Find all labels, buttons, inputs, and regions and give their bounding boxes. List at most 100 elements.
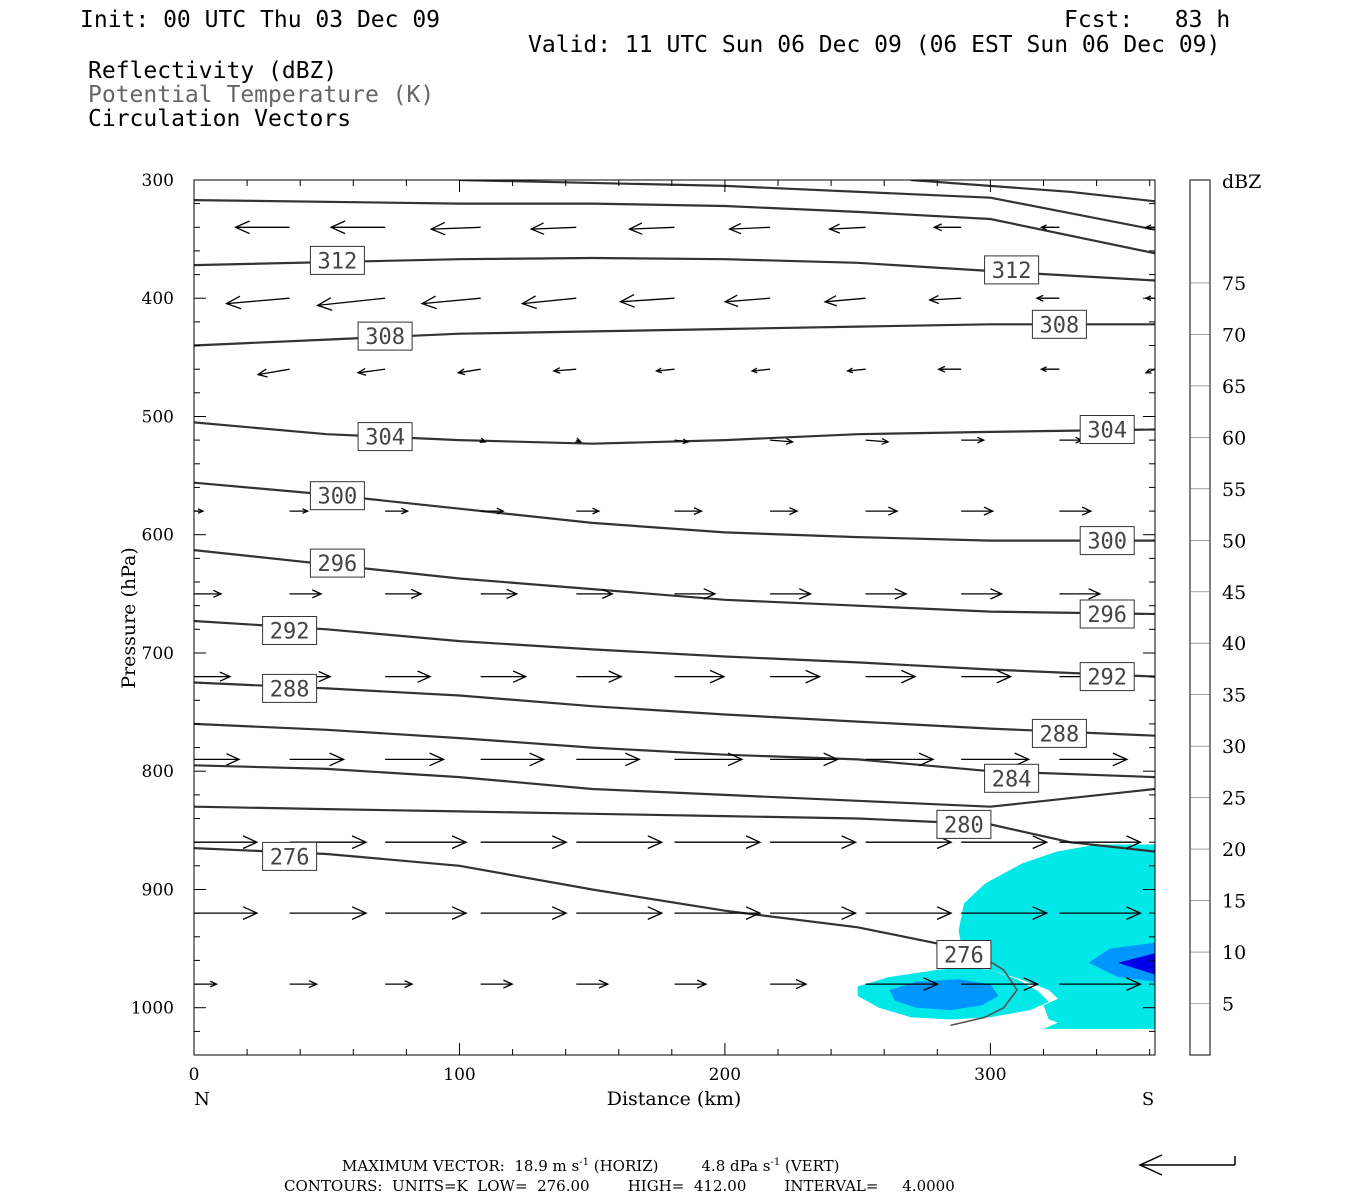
colorbar-level-label: 30: [1222, 736, 1246, 758]
theta-label-box: [936, 940, 992, 969]
vector-head: [1191, 670, 1205, 683]
vector-head: [318, 670, 332, 683]
vector-0-5: [627, 222, 675, 235]
vector-8-8: [961, 835, 1049, 850]
vector-8-10: [1155, 836, 1232, 849]
vector-head: [429, 752, 446, 767]
vector-head: [234, 220, 250, 235]
theta-label-text: 308: [1040, 313, 1080, 338]
vector-head: [1081, 506, 1093, 516]
theta-label-text: 296: [1087, 603, 1127, 628]
forecast-hour: Fcst: 83 h: [1064, 7, 1231, 33]
vector-5-2: [385, 588, 423, 599]
vector-4-6: [770, 507, 799, 516]
vector-head: [256, 368, 268, 378]
vector-head: [551, 835, 568, 850]
vector-8-2: [385, 835, 468, 850]
vector-head: [496, 507, 505, 515]
theta-contour-284: [194, 764, 1155, 808]
max-vector-mid: (HORIZ) 4.8 dPa s: [588, 1157, 771, 1175]
vector-9-5: [674, 906, 762, 920]
colorbar-level-label: 50: [1222, 530, 1246, 552]
vector-7-9: [1059, 752, 1129, 767]
colorbar-frame: [1189, 179, 1211, 1056]
vector-head: [647, 835, 664, 850]
theta-label-11: 292: [1079, 662, 1135, 692]
theta-label-box: [309, 245, 365, 275]
vector-10-5: [674, 979, 708, 989]
vector-head: [1112, 752, 1129, 767]
vector-2-0: [194, 369, 195, 370]
vector-2-7: [846, 367, 866, 374]
vector-shaft: [458, 368, 481, 374]
theta-label-box: [357, 422, 413, 452]
theta-label-text: 288: [270, 677, 310, 702]
vector-2-4: [552, 367, 577, 374]
colorbar-level-label: 10: [1222, 942, 1246, 964]
vector-10-2: [385, 980, 414, 989]
vector-1-3: [420, 295, 481, 310]
vector-1-6: [723, 294, 771, 308]
vector-head: [682, 438, 690, 445]
colorbar-level-label: 25: [1222, 788, 1246, 810]
reflectivity-layer: [857, 844, 1155, 1029]
y-tick-label: 400: [142, 289, 174, 309]
vector-head: [618, 294, 636, 308]
theta-label-text: 284: [992, 767, 1032, 792]
vector-head: [209, 980, 219, 988]
vector-8-0: [194, 835, 259, 850]
vector-head: [1035, 294, 1044, 302]
vector-shaft: [674, 439, 689, 443]
vector-6-4: [576, 670, 623, 683]
vector-head: [1144, 224, 1152, 231]
vector-7-4: [576, 752, 641, 767]
vector-4-5: [674, 507, 704, 516]
vector-5-1: [289, 589, 323, 599]
vector-head: [1126, 977, 1142, 991]
vector-head: [551, 906, 568, 920]
vector-head: [1144, 368, 1152, 374]
y-tick-label: 1000: [131, 999, 174, 1019]
x-end-label-left: N: [194, 1089, 210, 1110]
vector-head: [805, 669, 822, 684]
field-potential-temperature: Potential Temperature (K): [88, 82, 435, 108]
theta-label-text: 276: [944, 944, 984, 969]
vector-head: [723, 294, 739, 308]
vector-7-8: [961, 752, 1031, 767]
vector-head: [592, 507, 601, 515]
x-tick-label: 100: [443, 1065, 475, 1085]
vector-head: [1032, 906, 1049, 920]
x-tick-label: 300: [974, 1065, 1006, 1085]
max-vector-exp-horiz: -1: [579, 1157, 589, 1168]
vector-head: [529, 222, 545, 235]
contour-label-layer: 312 312 308 308 304 304 300 300 296 296 292 292 288 2…: [262, 245, 1135, 969]
vector-1-7: [823, 295, 866, 307]
vector-4-9: [1059, 506, 1093, 516]
vector-7-5: [674, 752, 744, 767]
vector-10-1: [289, 980, 319, 989]
theta-label-text: 292: [1087, 666, 1127, 691]
vector-head: [410, 588, 423, 599]
vector-5-0: [194, 589, 223, 598]
vector-shaft: [358, 368, 386, 374]
theta-label-text: 304: [1087, 419, 1127, 444]
vector-shaft: [770, 439, 793, 443]
vector-head: [983, 506, 995, 516]
y-axis-label: Pressure (hPa): [118, 547, 140, 689]
init-time: Init: 00 UTC Thu 03 Dec 09: [80, 7, 441, 33]
vector-head: [647, 906, 664, 920]
colorbar-level-label: 40: [1222, 633, 1246, 655]
vector-6-6: [770, 669, 822, 684]
field-circulation-vectors: Circulation Vectors: [88, 106, 352, 132]
vector-head: [529, 752, 546, 767]
vector-1-4: [520, 295, 577, 310]
theta-label-5: 304: [1079, 415, 1135, 444]
theta-label-box: [309, 548, 365, 578]
colorbar-unit: dBZ: [1222, 171, 1261, 193]
vector-10-8: [961, 977, 1040, 991]
vector-0-9: [1039, 224, 1060, 231]
vector-head: [601, 588, 614, 599]
vector-6-2: [385, 670, 432, 683]
x-axis-label: Distance (km): [607, 1088, 742, 1110]
